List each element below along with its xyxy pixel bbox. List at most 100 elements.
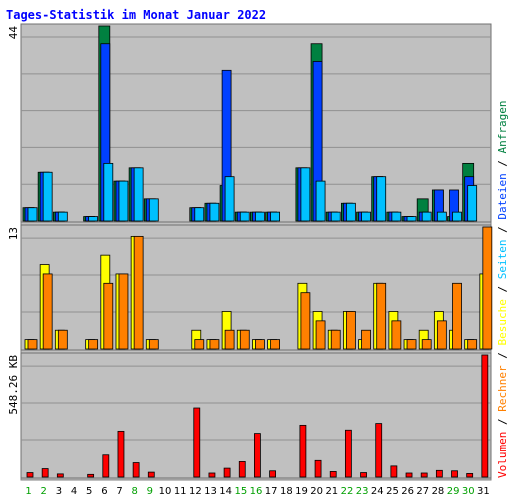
- panel-background: [20, 224, 492, 351]
- bar-rechner-day-30: [467, 339, 478, 350]
- bar-volumen-day-16: [254, 433, 261, 478]
- x-tick-label-day-2: 2: [41, 486, 47, 497]
- x-tick-label-day-29: 29: [447, 486, 460, 497]
- x-tick-label-day-21: 21: [325, 486, 338, 497]
- bar-volumen-day-5: [87, 473, 95, 478]
- bar-seiten-day-26: [406, 216, 417, 222]
- bar-volumen-day-29: [451, 470, 458, 478]
- legend-separator: /: [496, 412, 509, 432]
- x-tick-label-day-16: 16: [250, 486, 263, 497]
- bar-seiten-day-5: [88, 216, 99, 222]
- bar-volumen-day-2: [41, 468, 49, 478]
- bar-volumen-day-20: [314, 459, 322, 478]
- bar-rechner-day-22: [345, 311, 356, 350]
- panel-background: [20, 23, 492, 223]
- bar-rechner-day-9: [148, 339, 159, 350]
- legend-item-volumen: Volumen: [496, 432, 509, 478]
- bar-volumen-day-26: [405, 472, 413, 478]
- series-rechner: [27, 226, 493, 350]
- bar-seiten-day-24: [376, 176, 387, 222]
- x-tick-label-day-31: 31: [477, 486, 490, 497]
- x-tick-label-day-1: 1: [25, 486, 31, 497]
- bar-volumen-day-6: [102, 454, 110, 478]
- bar-volumen-day-28: [435, 469, 443, 478]
- bar-volumen-day-23: [360, 472, 367, 478]
- y-axis-max-label: 548.26 KB: [7, 355, 20, 415]
- bar-seiten-day-22: [345, 202, 356, 222]
- bar-volumen-day-21: [329, 471, 337, 478]
- x-tick-label-day-30: 30: [462, 486, 475, 497]
- x-tick-label-day-25: 25: [386, 486, 399, 497]
- legend-separator: /: [496, 346, 509, 366]
- x-tick-label-day-8: 8: [132, 486, 138, 497]
- bar-seiten-day-30: [467, 185, 478, 222]
- bar-rechner-day-13: [209, 339, 220, 350]
- bar-rechner-day-31: [482, 226, 493, 350]
- bar-seiten-day-2: [42, 171, 53, 222]
- bar-rechner-day-29: [452, 282, 462, 350]
- series-seiten: [27, 162, 478, 222]
- bar-volumen-day-13: [208, 472, 216, 478]
- bar-rechner-day-27: [421, 339, 432, 350]
- bar-volumen-day-15: [238, 461, 246, 478]
- bar-volumen-day-3: [56, 473, 64, 478]
- bar-volumen-day-22: [344, 429, 352, 478]
- bar-seiten-day-23: [361, 211, 371, 222]
- chart-panel-3: 548.26 KB: [7, 352, 492, 479]
- x-tick-label-day-27: 27: [416, 486, 429, 497]
- bar-seiten-day-25: [391, 211, 402, 222]
- x-tick-label-day-6: 6: [101, 486, 107, 497]
- bar-volumen-day-17: [269, 470, 276, 478]
- x-tick-label-day-23: 23: [356, 486, 369, 497]
- bar-rechner-day-17: [270, 339, 280, 350]
- bar-rechner-day-7: [118, 273, 129, 350]
- legend-item-seiten: Seiten: [496, 240, 509, 280]
- bar-rechner-day-1: [27, 339, 38, 350]
- y-axis-max-label: 44: [7, 26, 20, 40]
- bar-rechner-day-14: [224, 329, 235, 350]
- chart-panel-2: 13: [7, 224, 493, 351]
- legend-item-anfragen: Anfragen: [496, 100, 509, 153]
- x-tick-label-day-20: 20: [310, 486, 323, 497]
- legend: Volumen / Rechner / Besuche / Seiten / D…: [496, 100, 509, 478]
- bar-seiten-day-16: [255, 211, 265, 222]
- bar-seiten-day-19: [300, 167, 311, 222]
- x-tick-label-day-28: 28: [432, 486, 445, 497]
- x-tick-label-day-18: 18: [280, 486, 293, 497]
- bar-rechner-day-6: [103, 282, 114, 350]
- bar-seiten-day-12: [194, 207, 205, 222]
- x-tick-label-day-19: 19: [295, 486, 308, 497]
- bar-rechner-day-15: [239, 329, 250, 350]
- chart-panel-1: 44: [7, 23, 492, 223]
- bar-seiten-day-8: [133, 167, 144, 222]
- bar-seiten-day-6: [103, 162, 114, 222]
- x-tick-label-day-12: 12: [189, 486, 202, 497]
- bar-volumen-day-27: [420, 472, 428, 478]
- bar-rechner-day-19: [300, 292, 311, 350]
- bar-seiten-day-28: [436, 211, 447, 222]
- x-tick-label-day-17: 17: [265, 486, 278, 497]
- legend-separator: /: [496, 153, 509, 173]
- x-tick-label-day-10: 10: [159, 486, 172, 497]
- bar-rechner-day-8: [133, 235, 144, 350]
- bar-volumen-day-1: [26, 472, 34, 478]
- bar-seiten-day-9: [148, 198, 159, 222]
- legend-item-besuche: Besuche: [496, 299, 509, 345]
- bar-seiten-day-27: [421, 211, 432, 222]
- x-tick-label-day-24: 24: [371, 486, 384, 497]
- x-tick-label-day-4: 4: [71, 486, 77, 497]
- bar-volumen-day-7: [117, 430, 125, 478]
- bar-volumen-day-31: [481, 354, 489, 478]
- x-tick-label-day-3: 3: [56, 486, 62, 497]
- bar-seiten-day-1: [27, 207, 38, 222]
- bar-rechner-day-2: [42, 273, 53, 350]
- bar-seiten-day-21: [330, 211, 341, 222]
- bar-volumen-day-14: [223, 467, 231, 478]
- bar-rechner-day-26: [406, 339, 417, 350]
- legend-item-rechner: Rechner: [496, 365, 509, 412]
- bar-volumen-day-12: [193, 407, 201, 478]
- bar-seiten-day-3: [57, 211, 68, 222]
- x-tick-label-day-26: 26: [401, 486, 414, 497]
- x-tick-label-day-9: 9: [147, 486, 153, 497]
